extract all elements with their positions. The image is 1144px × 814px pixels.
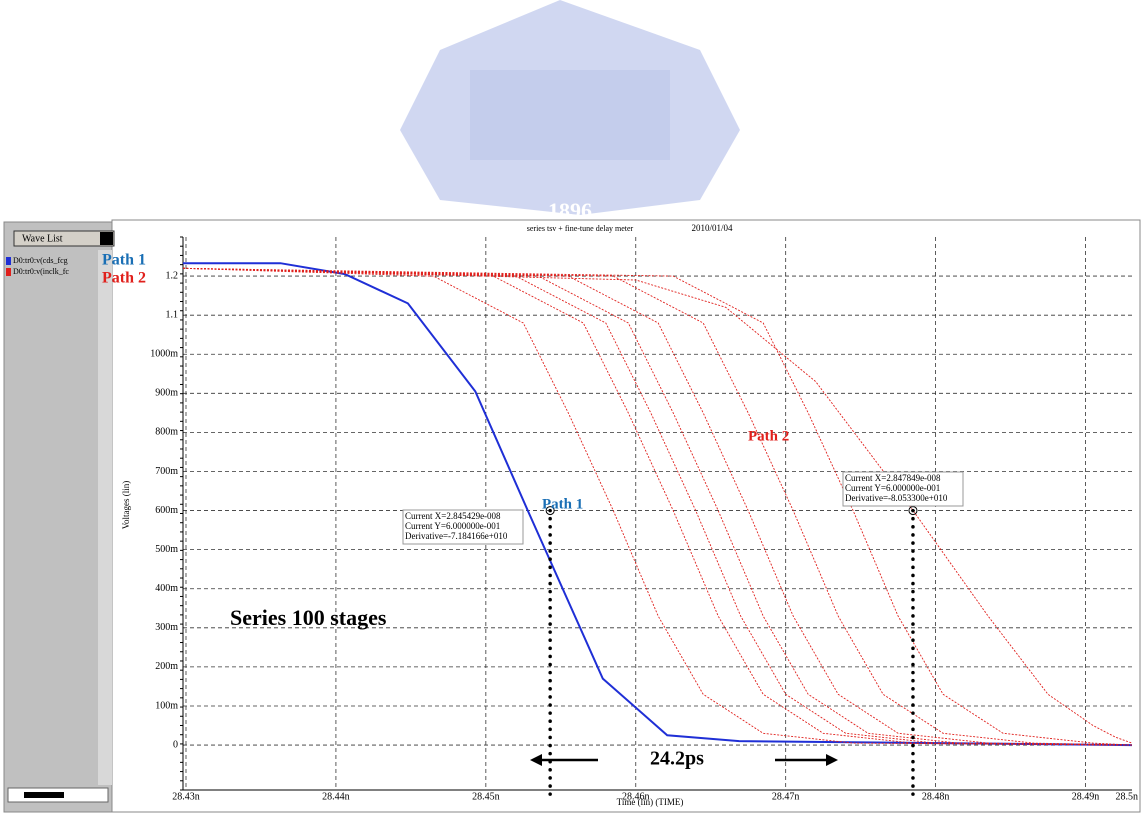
y-tick-label: 400m — [155, 583, 178, 594]
cursor-text: Current X=2.847849e-008 — [845, 473, 941, 483]
y-tick-label: 500m — [155, 544, 178, 555]
logo — [400, 0, 740, 215]
series-line — [182, 267, 1133, 746]
scrollbar-v — [98, 250, 112, 785]
cursor-text: Derivative=-8.053300e+010 — [845, 493, 948, 503]
cursor-text: Derivative=-7.184166e+010 — [405, 531, 508, 541]
annotation: Path 2 — [748, 428, 789, 444]
series-line — [182, 267, 1133, 746]
y-tick-label: 800m — [155, 427, 178, 438]
y-axis-label: Voltages (lin) — [121, 481, 131, 530]
watermark: 1896 — [400, 0, 740, 223]
wave-list-title: Wave List — [22, 233, 63, 244]
y-tick-label: 900m — [155, 388, 178, 399]
series-line — [182, 267, 1133, 746]
y-tick-label: 600m — [155, 505, 178, 516]
wave-list-box — [100, 232, 113, 245]
arrow-head — [530, 754, 542, 766]
y-tick-label: 100m — [155, 700, 178, 711]
x-tick-label: 28.45n — [472, 791, 500, 802]
series-line — [183, 262, 1133, 747]
watermark-text: 1896 — [548, 198, 592, 223]
y-tick-label: 300m — [155, 622, 178, 633]
legend-swatch — [6, 268, 11, 276]
cursor-text: Current X=2.845429e-008 — [405, 511, 501, 521]
y-tick-label: 1.1 — [166, 309, 179, 320]
y-tick-label: 0 — [173, 739, 178, 750]
annotation: Path 1 — [542, 496, 583, 512]
plot-window — [111, 219, 1141, 813]
series-line — [182, 267, 1133, 746]
x-axis-label: Time (lin) (TIME) — [617, 797, 684, 807]
legend-label: D0:tr0:v(inclk_fc — [13, 267, 69, 276]
x-tick-label: 28.44n — [322, 791, 350, 802]
wave-list-panel — [3, 221, 113, 813]
logo-block — [470, 70, 670, 160]
annotation: 24.2ps — [650, 748, 704, 770]
cursor-box — [402, 509, 524, 545]
cursor-point — [908, 506, 918, 516]
arrow-head — [826, 754, 838, 766]
cursor-point — [545, 506, 555, 516]
wave-list-button[interactable] — [13, 230, 115, 247]
chart-date: 2010/01/04 — [691, 223, 733, 233]
x-tick-label: 28.5n — [1116, 791, 1139, 802]
cursor-box — [842, 471, 964, 507]
legend-label: D0:tr0:v(cds_fcg — [13, 256, 68, 265]
annotation: Series 100 stages — [230, 605, 387, 630]
x-tick-label: 28.48n — [922, 791, 950, 802]
x-tick-label: 28.49n — [1072, 791, 1100, 802]
annotation: Path 2 — [102, 270, 146, 287]
chart-title: series tsv + fine-tune delay meter — [527, 224, 634, 233]
y-tick-label: 200m — [155, 661, 178, 672]
y-tick-label: 700m — [155, 466, 178, 477]
cursor-text: Current Y=6.000000e-001 — [405, 521, 500, 531]
series-line — [182, 267, 1133, 746]
x-tick-label: 28.47n — [772, 791, 800, 802]
cursor-text: Current Y=6.000000e-001 — [845, 483, 940, 493]
series-line — [182, 267, 1133, 746]
x-tick-label: 28.46n — [622, 791, 650, 802]
y-tick-label: 1.2 — [166, 270, 179, 281]
scroll-thumb — [24, 792, 64, 798]
x-tick-label: 28.43n — [172, 791, 200, 802]
legend-swatch — [6, 257, 11, 265]
series-line — [182, 267, 1133, 744]
series-line — [182, 267, 1133, 746]
annotation: Path 1 — [102, 252, 146, 269]
y-tick-label: 1000m — [150, 349, 178, 360]
